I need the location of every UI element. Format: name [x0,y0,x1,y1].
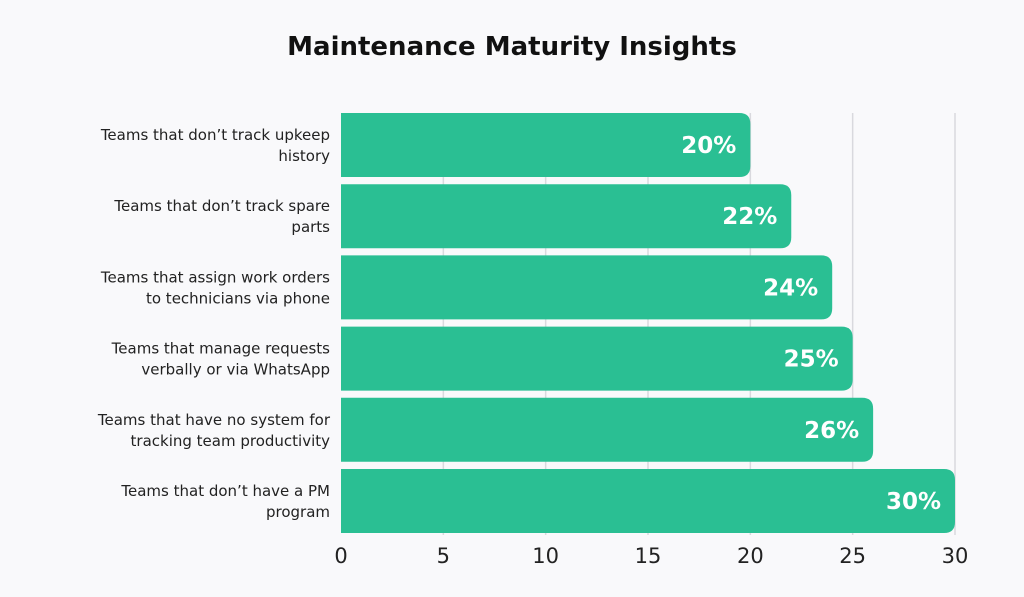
x-tick-label: 0 [334,544,347,568]
data-label: 25% [784,347,839,373]
x-tick-label: 10 [532,544,559,568]
category-label: Teams that don’t have a PM [120,482,330,500]
data-label: 26% [804,418,859,444]
category-label: Teams that have no system for [97,411,331,429]
x-tick-label: 25 [839,544,866,568]
x-tick-label: 15 [635,544,662,568]
category-label: tracking team productivity [131,432,331,450]
chart-title: Maintenance Maturity Insights [287,32,737,62]
x-tick-label: 5 [437,544,450,568]
category-label: to technicians via phone [146,289,330,307]
category-label: history [278,147,330,165]
category-label: verbally or via WhatsApp [141,361,330,379]
bar [341,255,833,320]
category-label: Teams that manage requests [111,340,330,358]
data-label: 20% [681,133,736,159]
bar [341,326,853,391]
category-label: parts [291,218,330,236]
category-label: Teams that don’t track upkeep [100,126,330,144]
data-label: 22% [722,204,777,230]
category-label: Teams that don’t track spare [113,197,330,215]
category-label: Teams that assign work orders [100,268,330,286]
data-label: 24% [763,275,818,301]
bar [341,113,751,177]
x-tick-label: 30 [942,544,969,568]
bar [341,469,955,533]
x-tick-label: 20 [737,544,764,568]
bar [341,397,874,462]
data-label: 30% [886,489,941,515]
bar [341,184,792,249]
category-label: program [266,503,330,521]
